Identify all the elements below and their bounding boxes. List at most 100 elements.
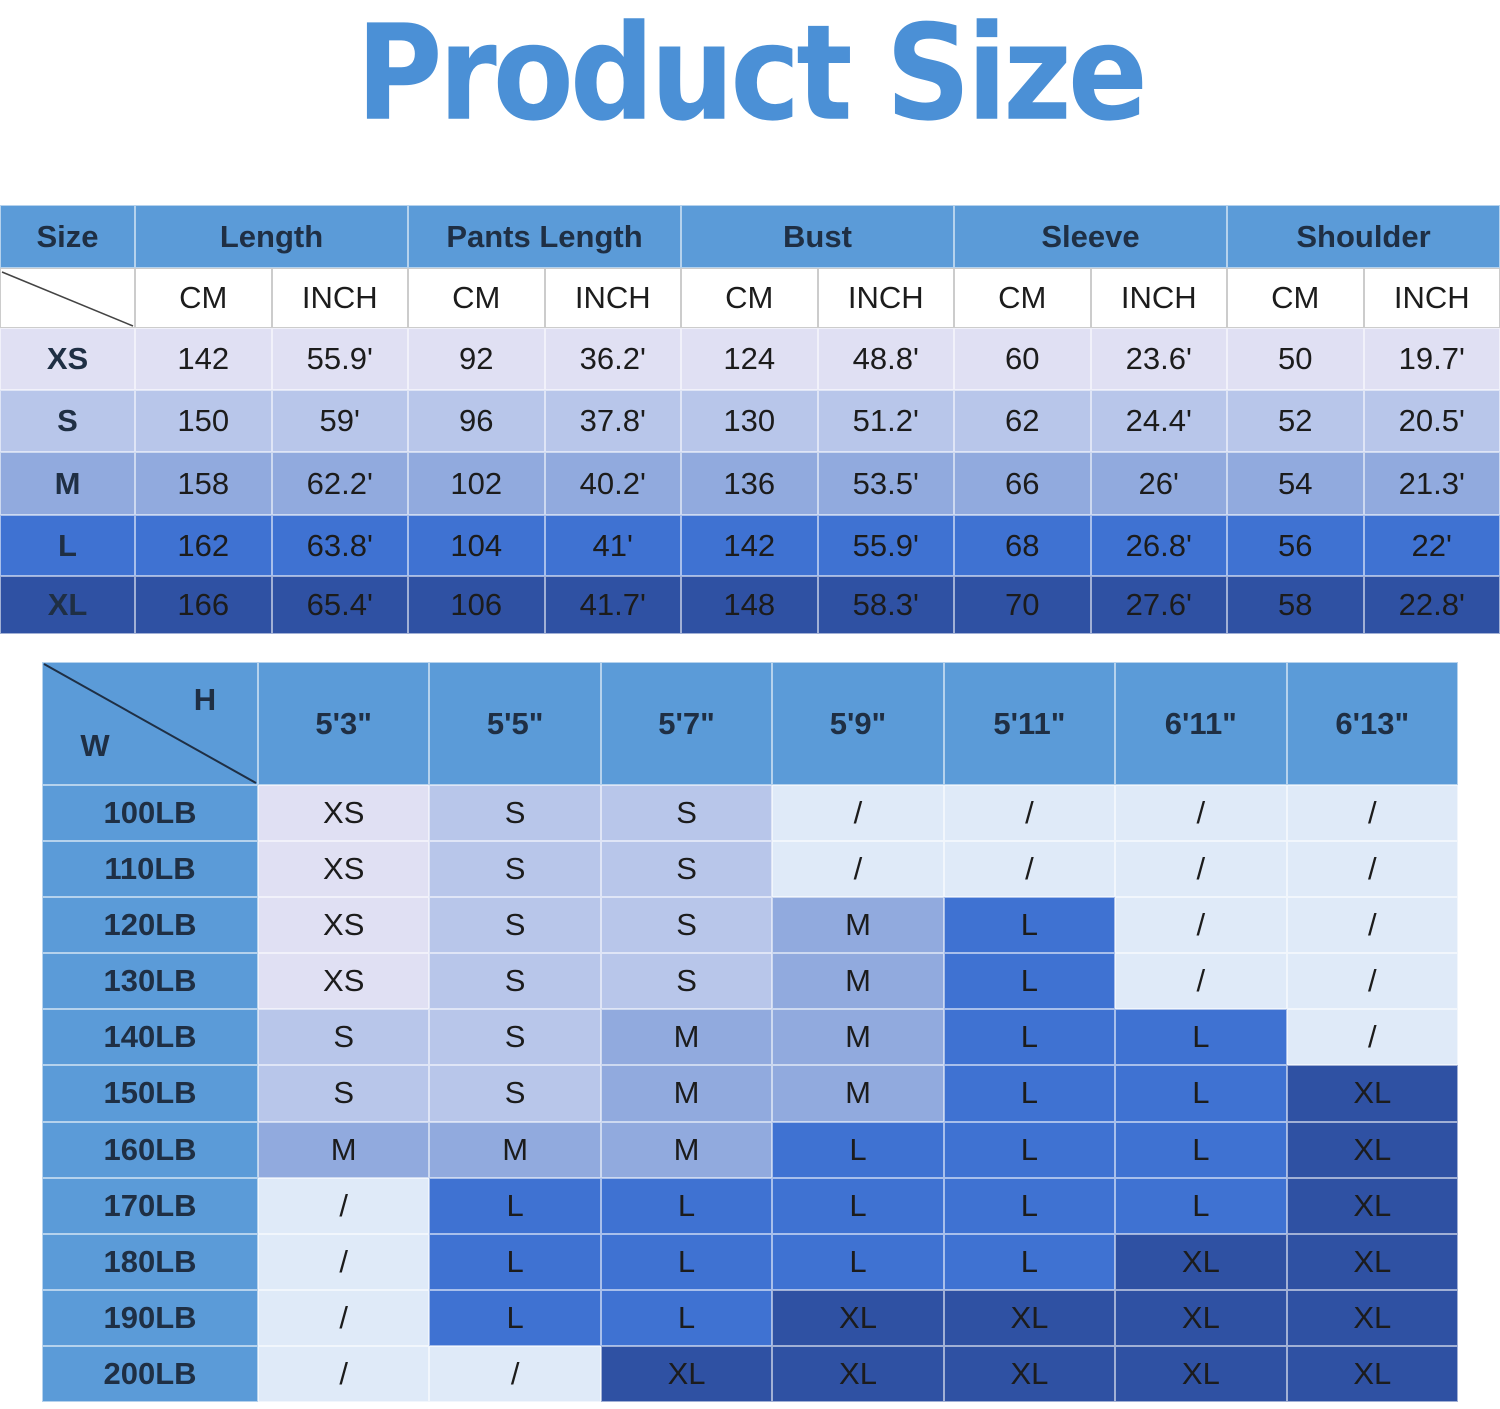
fit-cell: XL bbox=[1286, 1177, 1458, 1234]
fit-cell: L bbox=[772, 1121, 944, 1178]
measure-cell: 68 bbox=[954, 515, 1091, 576]
fit-cell: S bbox=[429, 1065, 601, 1122]
fit-cell: XL bbox=[943, 1345, 1116, 1402]
fit-cell: M bbox=[600, 1121, 773, 1178]
fit-cell: S bbox=[600, 897, 773, 954]
fit-cell: XS bbox=[258, 897, 430, 954]
fit-cell: / bbox=[772, 785, 944, 842]
measure-cell: 96 bbox=[408, 390, 545, 452]
measure-cell: 150 bbox=[135, 390, 272, 452]
fit-cell: / bbox=[1115, 953, 1287, 1010]
fit-cell: XL bbox=[1286, 1065, 1458, 1122]
fit-cell: / bbox=[429, 1345, 601, 1402]
fit-cell: L bbox=[943, 1121, 1116, 1178]
fit-cell: L bbox=[1115, 1121, 1287, 1178]
fit-cell: XL bbox=[1115, 1345, 1287, 1402]
size-label: L bbox=[0, 515, 135, 576]
measure-cell: 102 bbox=[408, 452, 545, 515]
measure-cell: 55.9' bbox=[817, 515, 954, 576]
unit-cell: INCH bbox=[1090, 268, 1227, 328]
fit-cell: XL bbox=[943, 1289, 1116, 1346]
measure-cell: 24.4' bbox=[1090, 390, 1227, 452]
measure-cell: 66 bbox=[954, 452, 1091, 515]
fit-cell: L bbox=[772, 1177, 944, 1234]
fit-cell: / bbox=[1286, 785, 1458, 842]
fit-cell: L bbox=[429, 1289, 601, 1346]
unit-cell: CM bbox=[1227, 268, 1364, 328]
fit-cell: M bbox=[772, 897, 944, 954]
measure-cell: 63.8' bbox=[271, 515, 408, 576]
weight-label: 120LB bbox=[42, 897, 258, 954]
measure-cell: 50 bbox=[1227, 328, 1364, 390]
fit-cell: L bbox=[1115, 1177, 1287, 1234]
fit-cell: XL bbox=[1115, 1289, 1287, 1346]
fit-cell: XL bbox=[772, 1345, 944, 1402]
header-cell: Length bbox=[135, 205, 408, 268]
fit-cell: XL bbox=[772, 1289, 944, 1346]
measure-cell: 54 bbox=[1227, 452, 1364, 515]
measure-cell: 124 bbox=[681, 328, 818, 390]
measure-cell: 36.2' bbox=[544, 328, 681, 390]
fit-cell: S bbox=[429, 1009, 601, 1066]
size-label: XL bbox=[0, 576, 135, 634]
measure-cell: 142 bbox=[681, 515, 818, 576]
fit-cell: XL bbox=[600, 1345, 773, 1402]
measure-cell: 26.8' bbox=[1090, 515, 1227, 576]
fit-cell: M bbox=[258, 1121, 430, 1178]
measure-cell: 53.5' bbox=[817, 452, 954, 515]
fit-cell: M bbox=[600, 1009, 773, 1066]
fit-cell: / bbox=[1115, 841, 1287, 898]
fit-cell: XL bbox=[1286, 1233, 1458, 1290]
unit-cell: INCH bbox=[271, 268, 408, 328]
fit-cell: L bbox=[600, 1177, 773, 1234]
fit-cell: M bbox=[600, 1065, 773, 1122]
measure-cell: 166 bbox=[135, 576, 272, 634]
fit-cell: S bbox=[600, 785, 773, 842]
fit-cell: XS bbox=[258, 785, 430, 842]
weight-label: 150LB bbox=[42, 1065, 258, 1122]
height-header: 6'11" bbox=[1115, 662, 1287, 785]
measure-cell: 41' bbox=[544, 515, 681, 576]
weight-label: 180LB bbox=[42, 1233, 258, 1290]
fit-cell: M bbox=[772, 1009, 944, 1066]
unit-cell: CM bbox=[408, 268, 545, 328]
fit-cell: / bbox=[258, 1345, 430, 1402]
fit-cell: L bbox=[429, 1177, 601, 1234]
weight-label: 200LB bbox=[42, 1345, 258, 1402]
measure-cell: 162 bbox=[135, 515, 272, 576]
height-header: 5'3" bbox=[258, 662, 430, 785]
header-cell: Pants Length bbox=[408, 205, 681, 268]
weight-label: 160LB bbox=[42, 1121, 258, 1178]
fit-cell: / bbox=[943, 841, 1116, 898]
measure-cell: 20.5' bbox=[1363, 390, 1500, 452]
fit-cell: / bbox=[1115, 785, 1287, 842]
size-label: S bbox=[0, 390, 135, 452]
measure-cell: 19.7' bbox=[1363, 328, 1500, 390]
measure-cell: 70 bbox=[954, 576, 1091, 634]
unit-cell: INCH bbox=[817, 268, 954, 328]
unit-cell: CM bbox=[681, 268, 818, 328]
fit-cell: / bbox=[1115, 897, 1287, 954]
fit-cell: XL bbox=[1286, 1345, 1458, 1402]
measure-cell: 22' bbox=[1363, 515, 1500, 576]
measure-cell: 58 bbox=[1227, 576, 1364, 634]
unit-cell: INCH bbox=[1363, 268, 1500, 328]
height-header: 6'13" bbox=[1286, 662, 1458, 785]
fit-cell: / bbox=[258, 1233, 430, 1290]
corner-cell bbox=[0, 268, 135, 328]
fit-cell: XL bbox=[1286, 1289, 1458, 1346]
measure-cell: 23.6' bbox=[1090, 328, 1227, 390]
fit-cell: XL bbox=[1115, 1233, 1287, 1290]
fit-cell: / bbox=[943, 785, 1116, 842]
fit-cell: / bbox=[258, 1289, 430, 1346]
fit-cell: L bbox=[943, 1009, 1116, 1066]
measure-cell: 158 bbox=[135, 452, 272, 515]
height-header: 5'11" bbox=[943, 662, 1116, 785]
measure-cell: 56 bbox=[1227, 515, 1364, 576]
fit-cell: S bbox=[429, 785, 601, 842]
fit-cell: S bbox=[429, 841, 601, 898]
measure-cell: 62 bbox=[954, 390, 1091, 452]
measure-cell: 148 bbox=[681, 576, 818, 634]
fit-cell: L bbox=[943, 1065, 1116, 1122]
